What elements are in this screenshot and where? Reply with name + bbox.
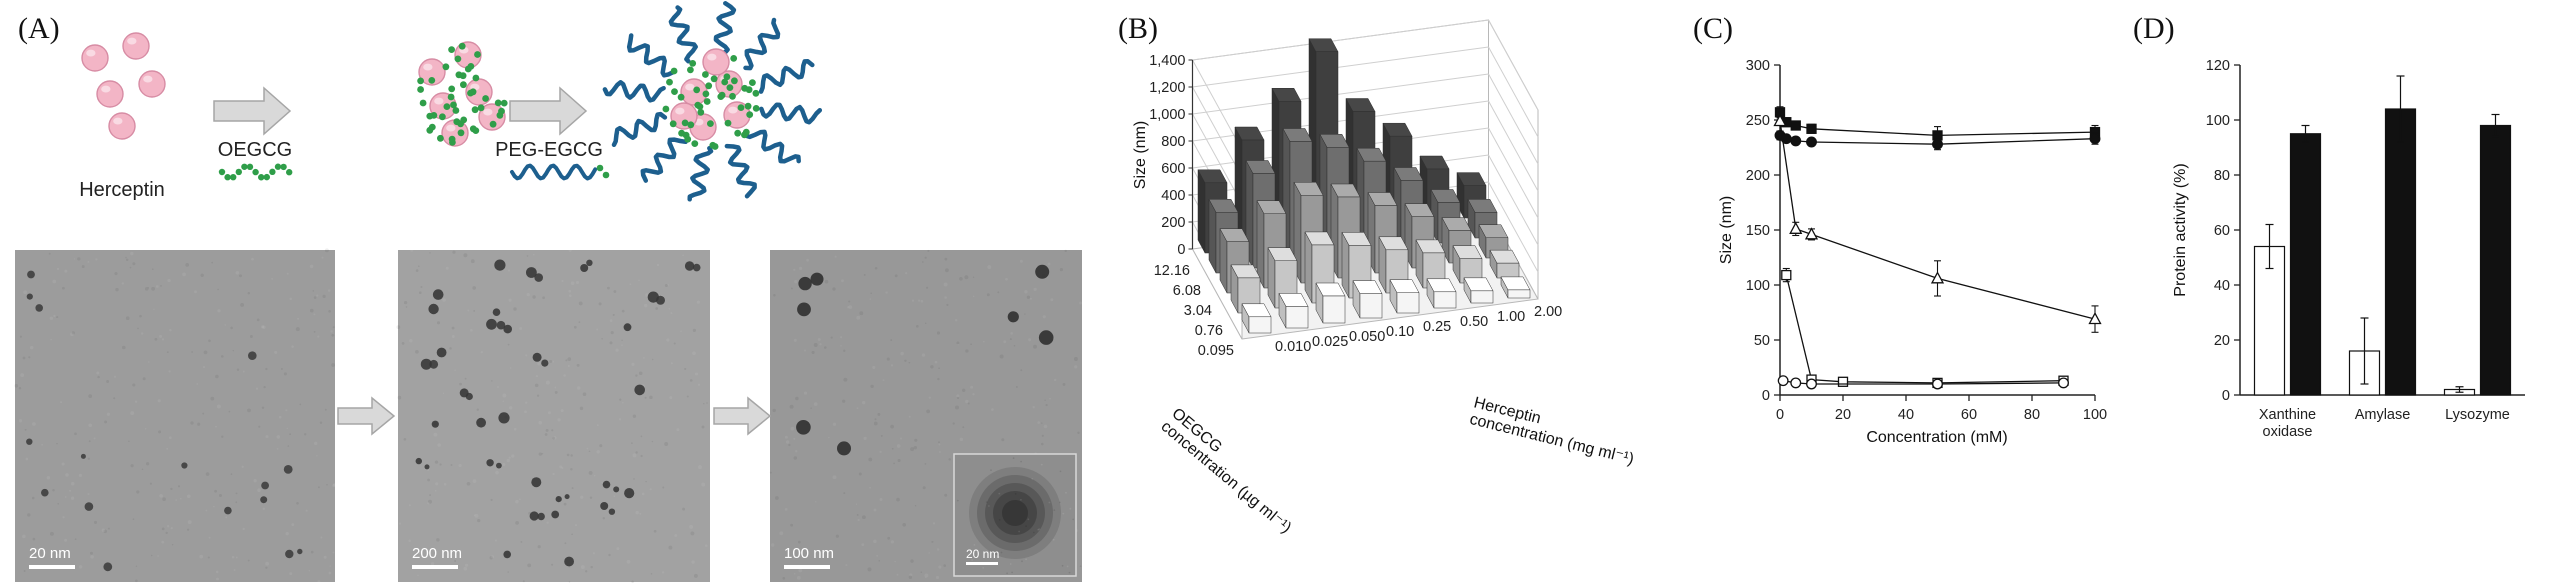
panel-d-label: (D) [2133,12,2175,45]
svg-text:20: 20 [2214,333,2230,349]
svg-text:1,000: 1,000 [1149,107,1185,123]
scale-bar-tem3-inset-bar [966,562,998,565]
scale-bar-tem3-inset: 20 nm [966,548,999,565]
scale-bar-tem3: 100 nm [784,546,834,569]
panel-a-label: (A) [18,12,60,45]
scale-bar-tem3-label: 100 nm [784,545,835,562]
svg-text:2.00: 2.00 [1534,304,1562,320]
chart-3d-bar-size: 0 200 400 600 800 1,000 1,200 1,400 Size (nm) 0.0… [1132,19,1640,537]
svg-text:120: 120 [2206,58,2230,74]
svg-text:Amylase: Amylase [2355,407,2411,423]
chart-line-size-vs-concentration: 0 50 100 150 200 250 300 0 20 40 60 80 100 Concentrat… [1718,58,2107,446]
svg-text:Xanthine: Xanthine [2259,407,2316,423]
svg-text:0.050: 0.050 [1349,329,1385,345]
schematic-art [81,1,823,436]
svg-text:0: 0 [2222,388,2230,404]
svg-text:1,200: 1,200 [1149,80,1185,96]
svg-text:1.00: 1.00 [1497,309,1525,325]
svg-text:0.10: 0.10 [1386,324,1414,340]
svg-text:100: 100 [2206,113,2230,129]
svg-text:0: 0 [1762,388,1770,404]
panel-a-schematic: Herceptin OEGCG PEG-EGCG [79,1,823,436]
svg-text:400: 400 [1161,188,1185,204]
svg-text:100: 100 [1746,278,1770,294]
svg-text:0.76: 0.76 [1195,323,1223,339]
scale-bar-tem1-label: 20 nm [29,545,71,562]
scale-bar-tem1-bar [29,565,75,569]
svg-text:12.16: 12.16 [1154,263,1190,279]
svg-text:Herceptinconcentration (mg ml⁻: Herceptinconcentration (mg ml⁻¹) [1468,394,1640,468]
oegcg-label: OEGCG [218,139,292,161]
svg-text:OEGCGconcentration (µg ml⁻¹): OEGCGconcentration (µg ml⁻¹) [1158,405,1306,537]
svg-text:40: 40 [2214,278,2230,294]
svg-text:Size (nm): Size (nm) [1132,121,1149,189]
svg-text:800: 800 [1161,134,1185,150]
svg-text:0.025: 0.025 [1312,334,1348,350]
svg-text:Size (nm): Size (nm) [1718,196,1735,264]
svg-text:150: 150 [1746,223,1770,239]
svg-text:20: 20 [1835,407,1851,423]
panel-c-label: (C) [1693,12,1733,45]
svg-text:250: 250 [1746,113,1770,129]
svg-text:0.010: 0.010 [1275,339,1311,355]
svg-text:Lysozyme: Lysozyme [2445,407,2510,423]
svg-text:oxidase: oxidase [2263,424,2313,440]
svg-text:100: 100 [2083,407,2107,423]
scale-bar-tem3-bar [784,565,830,569]
svg-text:60: 60 [1961,407,1977,423]
peg-egcg-label: PEG-EGCG [495,139,603,161]
svg-text:80: 80 [2214,168,2230,184]
svg-text:200: 200 [1161,215,1185,231]
scale-bar-tem1: 20 nm [29,546,75,569]
panel-b-label: (B) [1118,12,1158,45]
svg-text:6.08: 6.08 [1173,283,1201,299]
svg-text:40: 40 [1898,407,1914,423]
scale-bar-tem2-bar [412,565,458,569]
svg-text:0: 0 [1177,242,1185,258]
scale-bar-tem3-inset-label: 20 nm [966,547,1000,561]
svg-text:600: 600 [1161,161,1185,177]
chart-bar-protein-activity: 0 20 40 60 80 100 120 Protein activity (%) Xanth… [2172,58,2525,440]
scale-bar-tem2-label: 200 nm [412,545,463,562]
svg-text:300: 300 [1746,58,1770,74]
herceptin-label: Herceptin [79,179,165,201]
svg-text:0.50: 0.50 [1460,314,1488,330]
svg-text:0: 0 [1776,407,1784,423]
svg-text:200: 200 [1746,168,1770,184]
svg-text:0.095: 0.095 [1198,343,1234,359]
svg-text:3.04: 3.04 [1184,303,1212,319]
svg-text:Protein activity (%): Protein activity (%) [2172,163,2189,296]
svg-text:50: 50 [1754,333,1770,349]
svg-text:1,400: 1,400 [1149,53,1185,69]
tem-image-oegcg-complex [396,248,710,584]
scale-bar-tem2: 200 nm [412,546,462,569]
svg-text:60: 60 [2214,223,2230,239]
svg-text:80: 80 [2024,407,2040,423]
svg-text:0.25: 0.25 [1423,319,1451,335]
tem-image-micellar-nanocomplex [769,249,1083,582]
tem-image-herceptin [14,248,337,584]
svg-text:Concentration (mM): Concentration (mM) [1866,429,2007,446]
